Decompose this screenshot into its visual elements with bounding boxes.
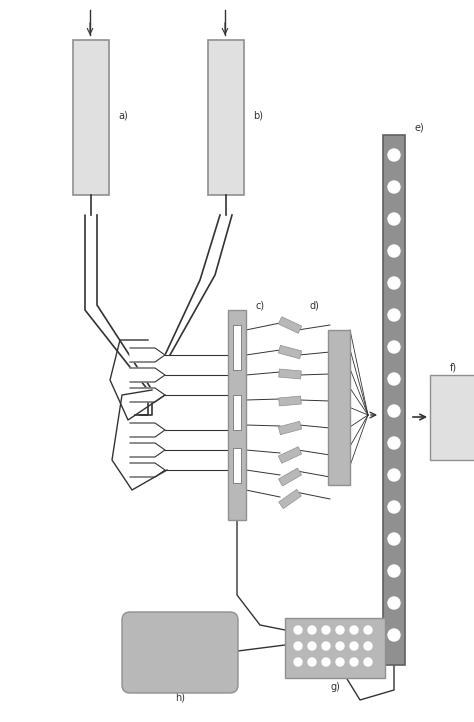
FancyArrow shape	[278, 447, 301, 464]
Text: f): f)	[450, 363, 457, 373]
Circle shape	[336, 642, 344, 650]
Circle shape	[388, 469, 400, 481]
Circle shape	[388, 437, 400, 449]
Circle shape	[294, 658, 302, 666]
Circle shape	[350, 626, 358, 634]
Text: c): c)	[256, 300, 265, 310]
Text: e): e)	[415, 123, 425, 133]
Circle shape	[350, 658, 358, 666]
Circle shape	[388, 245, 400, 257]
Circle shape	[336, 626, 344, 634]
Text: b): b)	[253, 110, 263, 120]
Circle shape	[388, 181, 400, 193]
Circle shape	[294, 626, 302, 634]
Circle shape	[388, 373, 400, 385]
Circle shape	[364, 626, 372, 634]
FancyBboxPatch shape	[122, 612, 238, 693]
Circle shape	[388, 629, 400, 641]
Circle shape	[388, 405, 400, 417]
Circle shape	[322, 658, 330, 666]
Circle shape	[388, 597, 400, 609]
Circle shape	[388, 341, 400, 353]
Polygon shape	[130, 443, 165, 457]
Circle shape	[294, 642, 302, 650]
Circle shape	[388, 565, 400, 577]
Circle shape	[388, 277, 400, 289]
Circle shape	[350, 642, 358, 650]
Bar	[233, 395, 241, 430]
Bar	[228, 310, 246, 520]
Bar	[285, 618, 385, 678]
Circle shape	[308, 626, 316, 634]
Bar	[233, 448, 241, 483]
FancyArrow shape	[278, 422, 301, 435]
Circle shape	[364, 642, 372, 650]
Polygon shape	[130, 348, 165, 362]
FancyArrow shape	[278, 468, 301, 486]
Circle shape	[322, 642, 330, 650]
Circle shape	[308, 658, 316, 666]
Circle shape	[322, 626, 330, 634]
FancyArrow shape	[279, 490, 301, 508]
Text: a): a)	[118, 110, 128, 120]
FancyArrow shape	[278, 345, 301, 359]
Circle shape	[336, 658, 344, 666]
Polygon shape	[130, 368, 165, 382]
FancyArrow shape	[279, 369, 301, 379]
Bar	[73, 40, 109, 195]
Circle shape	[388, 533, 400, 545]
Bar	[383, 135, 405, 665]
Circle shape	[388, 149, 400, 161]
Bar	[328, 330, 350, 485]
FancyArrow shape	[279, 396, 301, 406]
FancyArrow shape	[278, 317, 301, 334]
Bar	[430, 375, 474, 460]
Circle shape	[308, 642, 316, 650]
Circle shape	[388, 501, 400, 513]
Bar	[233, 325, 241, 370]
Text: g): g)	[330, 682, 340, 692]
Circle shape	[388, 213, 400, 225]
Polygon shape	[130, 463, 165, 477]
Polygon shape	[130, 423, 165, 437]
Text: h): h)	[175, 692, 185, 702]
Text: d): d)	[310, 300, 320, 310]
Circle shape	[388, 309, 400, 321]
Circle shape	[364, 658, 372, 666]
Polygon shape	[130, 388, 165, 402]
Bar	[208, 40, 244, 195]
